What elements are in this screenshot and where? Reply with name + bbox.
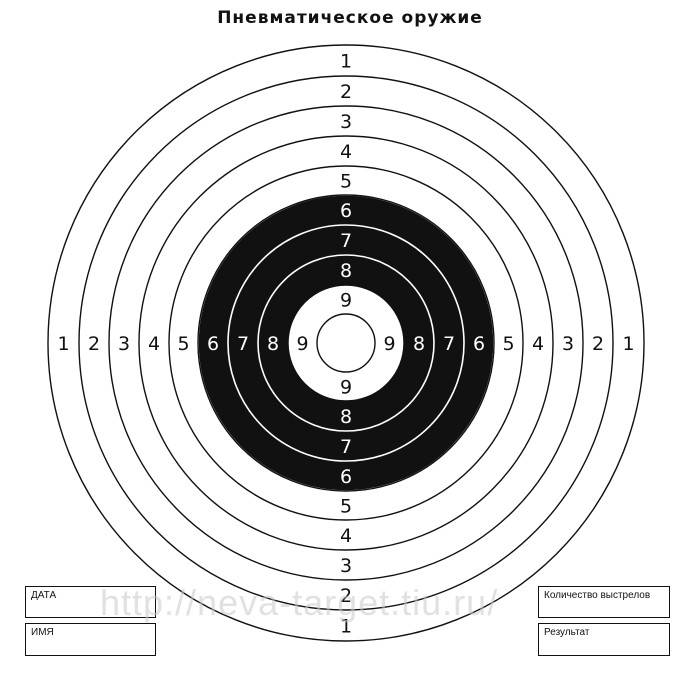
name-field[interactable]: ИМЯ [25, 623, 156, 656]
result-label: Результат [544, 627, 590, 638]
result-field[interactable]: Результат [538, 623, 670, 656]
ring-label-5-bottom: 5 [340, 496, 352, 518]
date-label: ДАТА [31, 590, 57, 601]
ring-label-6-right: 6 [473, 333, 485, 355]
shots-count-label: Количество выстрелов [544, 590, 651, 601]
ring-label-9-bottom: 9 [340, 377, 352, 399]
ring-label-6-top: 6 [340, 200, 352, 222]
ring-label-4-bottom: 4 [340, 525, 352, 547]
ring-label-4-right: 4 [532, 333, 544, 355]
ring-label-2-right: 2 [592, 333, 604, 355]
ring-label-9-right: 9 [383, 333, 395, 355]
ring-label-5-left: 5 [177, 333, 189, 355]
ring-label-1-left: 1 [57, 333, 69, 355]
ring-label-8-left: 8 [267, 333, 279, 355]
ring-label-5-right: 5 [502, 333, 514, 355]
ring-label-7-top: 7 [340, 230, 352, 252]
ring-label-8-top: 8 [340, 260, 352, 282]
ring-label-3-bottom: 3 [340, 555, 352, 577]
ring-label-1-top: 1 [340, 51, 352, 73]
ring-label-3-top: 3 [340, 111, 352, 133]
ring-label-6-left: 6 [207, 333, 219, 355]
ring-label-1-right: 1 [622, 333, 634, 355]
ring-label-4-top: 4 [340, 141, 352, 163]
ring-label-8-right: 8 [413, 333, 425, 355]
ring-label-9-left: 9 [296, 333, 308, 355]
ring-label-9-top: 9 [340, 290, 352, 312]
ring-label-2-top: 2 [340, 81, 352, 103]
ring-label-1-bottom: 1 [340, 616, 352, 638]
target-title: Пневматическое оружие [217, 8, 483, 28]
shots-count-field[interactable]: Количество выстрелов [538, 586, 670, 618]
ring-label-7-bottom: 7 [340, 436, 352, 458]
ring-label-4-left: 4 [148, 333, 160, 355]
ring-label-8-bottom: 8 [340, 406, 352, 428]
name-label: ИМЯ [31, 627, 54, 638]
ring-label-2-left: 2 [88, 333, 100, 355]
ring-label-3-right: 3 [562, 333, 574, 355]
ring-label-3-left: 3 [118, 333, 130, 355]
ring-label-7-left: 7 [237, 333, 249, 355]
ring-10 [316, 313, 376, 373]
ring-label-6-bottom: 6 [340, 466, 352, 488]
ring-label-7-right: 7 [443, 333, 455, 355]
ring-label-2-bottom: 2 [340, 585, 352, 607]
black-zone-edge [197, 194, 495, 492]
ring-label-5-top: 5 [340, 171, 352, 193]
date-field[interactable]: ДАТА [25, 586, 156, 618]
